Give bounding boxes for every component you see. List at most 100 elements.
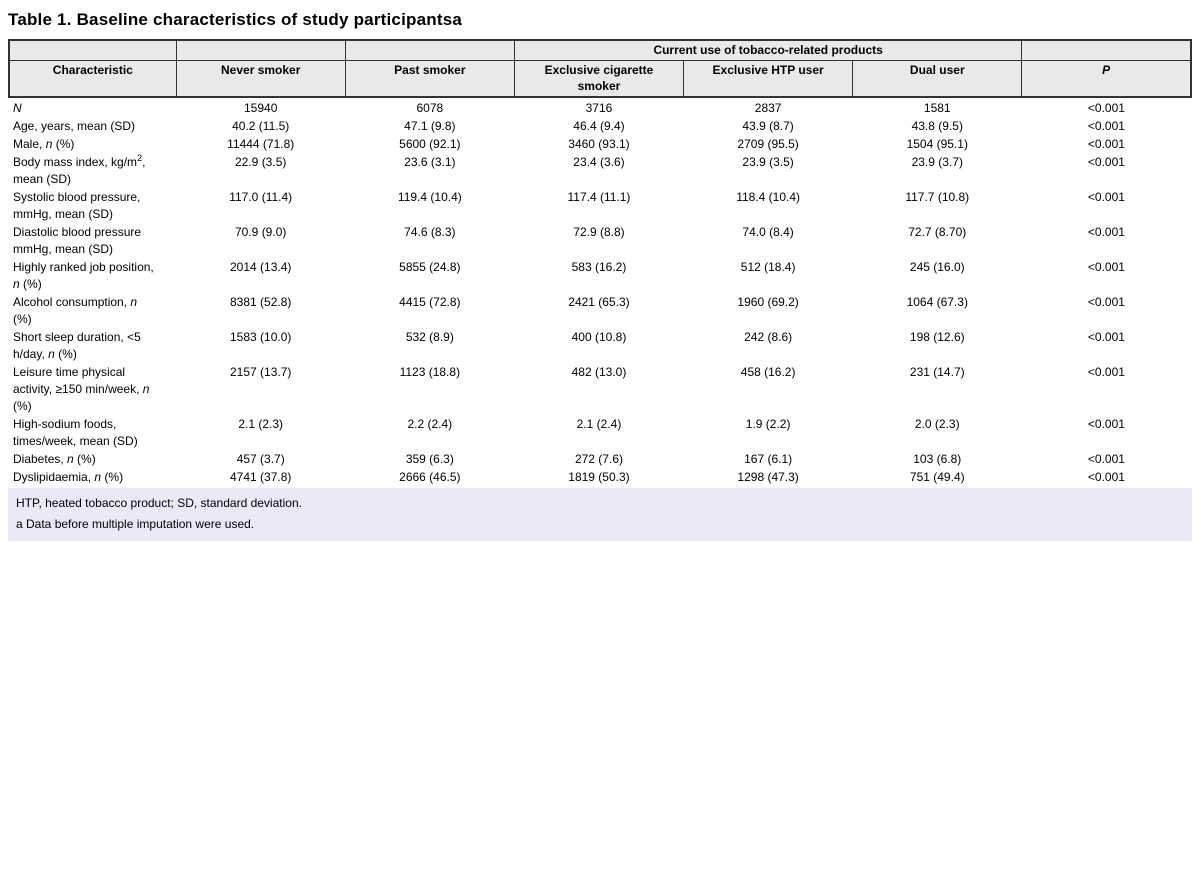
row-value: 40.2 (11.5): [232, 119, 290, 133]
col-header-dual-user: Dual user: [852, 60, 1023, 98]
header-labels-row: Characteristic Never smoker Past smoker …: [8, 60, 1192, 98]
row-value: 1819 (50.3): [568, 470, 630, 484]
table-row: Systolic blood pressure, mmHg, mean (SD)…: [9, 189, 1191, 224]
row-value: 2.2 (2.4): [407, 417, 453, 431]
header-blank-cell: [175, 39, 346, 61]
row-value: <0.001: [1087, 101, 1125, 115]
row-value: 458 (16.2): [740, 365, 796, 379]
header-spanner-row: Current use of tobacco-related products: [8, 39, 1192, 61]
row-value: 512 (18.4): [740, 260, 796, 274]
row-value: 2709 (95.5): [737, 137, 799, 151]
table-row: Dyslipidaemia, n (%) 4741 (37.8) 2666 (46.…: [9, 469, 1191, 487]
row-value: 1298 (47.3): [737, 470, 799, 484]
row-label: Male, n (%): [13, 137, 75, 151]
row-value: 43.9 (8.7): [742, 119, 794, 133]
row-value: 751 (49.4): [909, 470, 965, 484]
row-value: <0.001: [1087, 470, 1125, 484]
row-label: Diastolic blood pressure mmHg, mean (SD): [13, 225, 142, 256]
row-value: 11444 (71.8): [227, 137, 295, 151]
row-value: 2421 (65.3): [568, 295, 630, 309]
row-value: <0.001: [1087, 190, 1125, 204]
row-value: 15940: [244, 101, 278, 115]
col-header-characteristic: Characteristic: [8, 60, 177, 98]
row-label: Body mass index, kg/m2, mean (SD): [13, 153, 146, 187]
row-value: 43.8 (9.5): [911, 119, 963, 133]
row-value: 22.9 (3.5): [235, 155, 287, 169]
table-title: Table 1. Baseline characteristics of stu…: [8, 10, 462, 29]
row-value: 23.6 (3.1): [404, 155, 456, 169]
row-value: 4415 (72.8): [399, 295, 461, 309]
row-value: 2014 (13.4): [230, 260, 292, 274]
table-row: Diabetes, n (%) 457 (3.7) 359 (6.3) 272 (7.…: [9, 451, 1191, 469]
col-header-past-smoker: Past smoker: [344, 60, 515, 98]
table-row: Highly ranked job position, n (%) 2014 (1…: [9, 259, 1191, 294]
row-label: Age, years, mean (SD): [13, 119, 136, 133]
row-value: 5600 (92.1): [399, 137, 461, 151]
row-value: 74.6 (8.3): [404, 225, 456, 239]
row-value: 8381 (52.8): [230, 295, 292, 309]
col-header-exclusive-cigarette-smoker: Exclusive cigarette smoker: [513, 60, 685, 98]
row-value: 3716: [585, 101, 613, 115]
row-value: 583 (16.2): [571, 260, 627, 274]
row-value: 1504 (95.1): [906, 137, 968, 151]
row-value: <0.001: [1087, 119, 1125, 133]
table-row: High-sodium foods, times/week, mean (SD)…: [9, 416, 1191, 451]
row-value: 47.1 (9.8): [404, 119, 456, 133]
row-label: Leisure time physical activity, ≥150 min…: [13, 365, 150, 413]
row-value: <0.001: [1087, 295, 1125, 309]
row-label: N: [13, 101, 22, 115]
row-value: 103 (6.8): [913, 452, 962, 466]
table-row: Body mass index, kg/m2, mean (SD) 22.9 (3…: [9, 154, 1191, 189]
row-value: 6078: [416, 101, 444, 115]
row-value: 118.4 (10.4): [736, 190, 801, 204]
row-value: 482 (13.0): [571, 365, 627, 379]
table-body: N 15940 6078 3716 2837 1581 <0.001 Age, years, …: [9, 97, 1191, 487]
table-row: Alcohol consumption, n (%) 8381 (52.8) 441…: [9, 294, 1191, 329]
row-value: 72.7 (8.70): [908, 225, 967, 239]
col-header-never-smoker: Never smoker: [175, 60, 346, 98]
row-value: 231 (14.7): [909, 365, 965, 379]
header-blank-cell: [1021, 39, 1192, 61]
row-value: 23.9 (3.5): [742, 155, 794, 169]
footnote-abbreviations: HTP, heated tobacco product; SD, standar…: [16, 495, 302, 510]
row-value: 198 (12.6): [909, 330, 965, 344]
row-label: High-sodium foods, times/week, mean (SD): [13, 417, 138, 448]
row-value: 70.9 (9.0): [235, 225, 287, 239]
row-value: 359 (6.3): [405, 452, 454, 466]
row-value: <0.001: [1087, 155, 1125, 169]
row-value: 400 (10.8): [571, 330, 627, 344]
footnote-band: HTP, heated tobacco product; SD, standar…: [8, 487, 1192, 541]
row-value: 457 (3.7): [236, 452, 285, 466]
row-value: 5855 (24.8): [399, 260, 461, 274]
table-row: N 15940 6078 3716 2837 1581 <0.001: [9, 97, 1191, 118]
col-header-p-value: P: [1021, 60, 1192, 98]
row-value: 2.1 (2.3): [238, 417, 284, 431]
row-value: 46.4 (9.4): [573, 119, 625, 133]
row-value: 72.9 (8.8): [573, 225, 625, 239]
row-value: <0.001: [1087, 365, 1125, 379]
row-value: 1123 (18.8): [399, 365, 461, 379]
row-value: 1960 (69.2): [737, 295, 799, 309]
row-value: 117.4 (11.1): [567, 190, 631, 204]
row-value: <0.001: [1087, 225, 1125, 239]
row-value: 23.9 (3.7): [911, 155, 963, 169]
footnote-a: a Data before multiple imputation were u…: [16, 516, 255, 531]
row-value: 272 (7.6): [574, 452, 623, 466]
row-value: 242 (8.6): [744, 330, 793, 344]
row-value: 2837: [754, 101, 782, 115]
row-value: <0.001: [1087, 330, 1125, 344]
col-header-exclusive-htp-user: Exclusive HTP user: [683, 60, 854, 98]
row-value: 2.0 (2.3): [914, 417, 960, 431]
row-value: 23.4 (3.6): [573, 155, 625, 169]
document-page: Table 1. Baseline characteristics of stu…: [8, 10, 1192, 541]
row-label: Short sleep duration, <5 h/day, n (%): [13, 330, 141, 361]
row-value: 167 (6.1): [744, 452, 793, 466]
row-value: 245 (16.0): [909, 260, 965, 274]
row-value: <0.001: [1087, 260, 1125, 274]
row-value: 2157 (13.7): [230, 365, 292, 379]
header-spanner-current-use: Current use of tobacco-related products: [513, 39, 1023, 61]
table-header: Current use of tobacco-related products …: [8, 39, 1192, 98]
row-value: 1064 (67.3): [906, 295, 968, 309]
row-value: <0.001: [1087, 137, 1125, 151]
table-row: Age, years, mean (SD) 40.2 (11.5) 47.1 (9.…: [9, 118, 1191, 136]
